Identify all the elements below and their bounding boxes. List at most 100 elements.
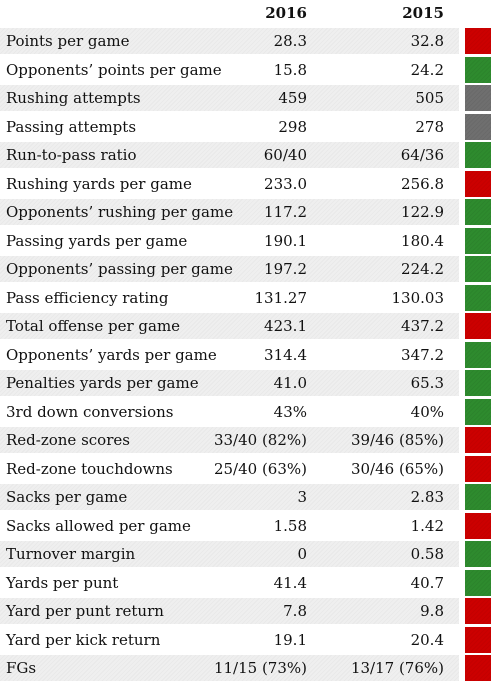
stat-label: Sacks allowed per game [6, 516, 191, 535]
stat-label: Red-zone scores [6, 431, 130, 449]
value-2015: 40.7 [410, 573, 444, 592]
row-background [0, 455, 459, 482]
value-2016: 314.4 [264, 345, 307, 364]
value-2015: 347.2 [401, 345, 444, 364]
row-background [0, 313, 459, 339]
stat-label: Passing attempts [6, 117, 137, 136]
value-2016: 298 [278, 117, 307, 136]
row-background [0, 227, 459, 254]
trend-indicator-green [465, 227, 491, 254]
stat-label: Opponents’ points per game [6, 60, 222, 79]
trend-indicator-gray [465, 113, 491, 140]
table-row: Red-zone scores 33/40 (82%) 39/46 (85%) [0, 426, 494, 455]
table-row: Points per game 28.3 32.8 [0, 27, 494, 56]
stat-label: Yard per punt return [6, 602, 164, 620]
value-2015: 24.2 [410, 60, 444, 79]
column-header-2015: 2015 [402, 4, 444, 22]
value-2016: 3 [297, 488, 307, 506]
row-background [0, 142, 459, 168]
stat-label: Yard per kick return [6, 630, 161, 649]
table-row: Opponents’ passing per game 197.2 224.2 [0, 255, 494, 284]
value-2016: 41.0 [273, 374, 307, 392]
row-background [0, 512, 459, 539]
table-row: Total offense per game 423.1 437.2 [0, 312, 494, 341]
stat-label: 3rd down conversions [6, 402, 174, 421]
trend-indicator-red [465, 512, 491, 539]
value-2015: 9.8 [420, 602, 444, 620]
row-background [0, 398, 459, 425]
table-row: Rushing yards per game 233.0 256.8 [0, 170, 494, 199]
table-row: Penalties yards per game 41.0 65.3 [0, 369, 494, 398]
value-2016: 25/40 (63%) [213, 459, 307, 478]
row-background [0, 569, 459, 596]
value-2016: 33/40 (82%) [213, 431, 307, 449]
trend-indicator-green [465, 199, 491, 225]
value-2015: 39/46 (85%) [350, 431, 444, 449]
value-2016: 1.58 [273, 516, 307, 535]
row-background [0, 170, 459, 197]
value-2016: 41.4 [273, 573, 307, 592]
stat-label: Turnover margin [6, 545, 136, 563]
value-2015: 130.03 [391, 288, 445, 307]
value-2015: 505 [415, 89, 444, 107]
table-body: Points per game 28.3 32.8 Opponents’ points… [0, 27, 494, 683]
value-2015: 20.4 [410, 630, 444, 649]
stat-label: Sacks per game [6, 488, 128, 506]
value-2016: 117.2 [264, 203, 307, 221]
value-2015: 2.83 [410, 488, 444, 506]
stat-label: FGs [6, 659, 37, 677]
stat-label: Red-zone touchdowns [6, 459, 173, 478]
table-row: Passing attempts 298 278 [0, 113, 494, 142]
stat-label: Total offense per game [6, 317, 181, 335]
row-background [0, 284, 459, 311]
trend-indicator-red [465, 626, 491, 653]
row-background [0, 427, 459, 453]
row-background [0, 655, 459, 681]
trend-indicator-red [465, 455, 491, 482]
table-row: Yards per punt 41.4 40.7 [0, 569, 494, 598]
row-background [0, 484, 459, 510]
value-2016: 28.3 [273, 32, 307, 50]
value-2015: 13/17 (76%) [350, 659, 444, 677]
value-2016: 11/15 (73%) [213, 659, 307, 677]
value-2016: 197.2 [264, 260, 307, 278]
value-2016: 15.8 [273, 60, 307, 79]
table-row: Yard per punt return 7.8 9.8 [0, 597, 494, 626]
value-2016: 131.27 [254, 288, 308, 307]
table-row: Sacks per game 3 2.83 [0, 483, 494, 512]
row-background [0, 113, 459, 140]
trend-indicator-green [465, 484, 491, 510]
stat-label: Pass efficiency rating [6, 288, 169, 307]
value-2015: 1.42 [410, 516, 444, 535]
value-2016: 459 [278, 89, 307, 107]
value-2015: 256.8 [401, 174, 444, 193]
value-2016: 7.8 [283, 602, 307, 620]
row-background [0, 56, 459, 83]
table-row: Pass efficiency rating 131.27 130.03 [0, 284, 494, 313]
value-2015: 122.9 [401, 203, 444, 221]
trend-indicator-red [465, 655, 491, 681]
column-header-2016: 2016 [265, 4, 307, 22]
value-2015: 224.2 [401, 260, 444, 278]
value-2015: 64/36 [400, 146, 444, 164]
value-2015: 278 [415, 117, 444, 136]
trend-indicator-red [465, 28, 491, 54]
value-2015: 0.58 [410, 545, 444, 563]
stat-label: Passing yards per game [6, 231, 188, 250]
value-2016: 423.1 [264, 317, 307, 335]
row-background [0, 85, 459, 111]
trend-indicator-green [465, 256, 491, 282]
trend-indicator-green [465, 341, 491, 368]
table-row: Opponents’ points per game 15.8 24.2 [0, 56, 494, 85]
table-row: Red-zone touchdowns 25/40 (63%) 30/46 (65%… [0, 455, 494, 484]
stat-label: Opponents’ passing per game [6, 260, 233, 278]
trend-indicator-green [465, 142, 491, 168]
value-2015: 32.8 [410, 32, 444, 50]
trend-indicator-gray [465, 85, 491, 111]
value-2015: 30/46 (65%) [350, 459, 444, 478]
value-2016: 43% [273, 402, 307, 421]
trend-indicator-green [465, 541, 491, 567]
stat-label: Rushing attempts [6, 89, 141, 107]
trend-indicator-green [465, 370, 491, 396]
trend-indicator-red [465, 598, 491, 624]
